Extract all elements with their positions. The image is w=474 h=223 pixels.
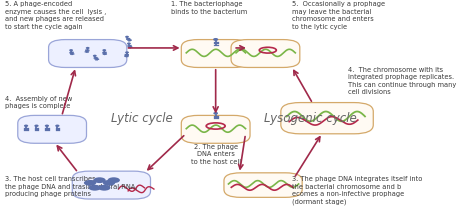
- Ellipse shape: [69, 49, 73, 51]
- FancyBboxPatch shape: [231, 40, 300, 68]
- Ellipse shape: [213, 38, 218, 41]
- Circle shape: [89, 185, 101, 191]
- Circle shape: [103, 180, 115, 186]
- Circle shape: [108, 177, 120, 183]
- FancyBboxPatch shape: [181, 116, 250, 143]
- Circle shape: [98, 185, 110, 191]
- Text: 2. The phage
DNA enters
to the host cell: 2. The phage DNA enters to the host cell: [191, 144, 241, 165]
- FancyBboxPatch shape: [181, 40, 250, 68]
- FancyBboxPatch shape: [281, 103, 373, 134]
- Circle shape: [93, 177, 106, 183]
- FancyBboxPatch shape: [224, 173, 302, 197]
- FancyBboxPatch shape: [18, 116, 86, 143]
- Text: 5.  Occasionally a prophage
may leave the bacterial
chromosome and enters
to the: 5. Occasionally a prophage may leave the…: [292, 1, 384, 30]
- Ellipse shape: [127, 42, 131, 45]
- Ellipse shape: [45, 124, 49, 127]
- Text: 5. A phage-encoded
enzyme causes the cell  lysis ,
and new phages are released
t: 5. A phage-encoded enzyme causes the cel…: [5, 1, 106, 30]
- FancyBboxPatch shape: [72, 171, 151, 199]
- FancyBboxPatch shape: [48, 40, 127, 68]
- Text: Lysogenic cycle: Lysogenic cycle: [264, 112, 357, 125]
- Circle shape: [84, 180, 96, 186]
- Ellipse shape: [125, 36, 129, 38]
- Text: 3. The host cell transcribes
the phage DNA and traslated viral RNA,
producing ph: 3. The host cell transcribes the phage D…: [5, 176, 137, 197]
- Ellipse shape: [102, 49, 106, 51]
- Ellipse shape: [86, 47, 90, 49]
- Text: 3. The phage DNA integrates itself into
the bacterial chromosome and b
ecomes a : 3. The phage DNA integrates itself into …: [292, 176, 422, 205]
- Text: 4.  Assembly of new
phages is complete: 4. Assembly of new phages is complete: [5, 96, 72, 109]
- Text: Lytic cycle: Lytic cycle: [111, 112, 173, 125]
- Text: 1. The bacteriophage
binds to the bacterium: 1. The bacteriophage binds to the bacter…: [171, 1, 247, 15]
- Text: 4.  The chromosome with its
integrated prophage replicates.
This can continue th: 4. The chromosome with its integrated pr…: [348, 67, 456, 95]
- Ellipse shape: [93, 55, 97, 57]
- Ellipse shape: [24, 124, 28, 127]
- Ellipse shape: [34, 124, 38, 127]
- Ellipse shape: [125, 51, 129, 54]
- Ellipse shape: [213, 112, 218, 115]
- Ellipse shape: [55, 124, 60, 127]
